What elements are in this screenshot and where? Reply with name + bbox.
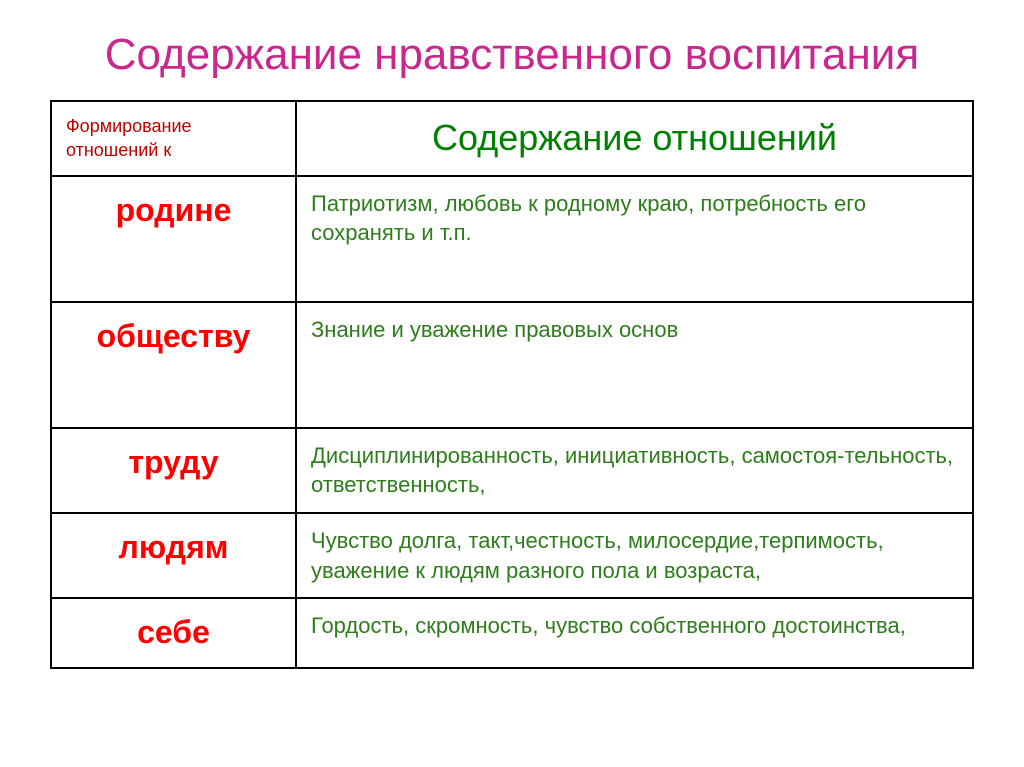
description-cell: Патриотизм, любовь к родному краю, потре… (296, 176, 973, 302)
description-cell: Дисциплинированность, инициативность, са… (296, 428, 973, 513)
table-row: труду Дисциплинированность, инициативнос… (51, 428, 973, 513)
category-cell: родине (51, 176, 296, 302)
header-left-cell: Формирование отношений к (51, 101, 296, 176)
category-cell: людям (51, 513, 296, 598)
header-right-cell: Содержание отношений (296, 101, 973, 176)
description-cell: Гордость, скромность, чувство собственно… (296, 598, 973, 667)
table-row: себе Гордость, скромность, чувство собст… (51, 598, 973, 667)
slide-title: Содержание нравственного воспитания (50, 30, 974, 80)
category-cell: себе (51, 598, 296, 667)
table-row: родине Патриотизм, любовь к родному краю… (51, 176, 973, 302)
category-cell: труду (51, 428, 296, 513)
description-cell: Чувство долга, такт,честность, милосерди… (296, 513, 973, 598)
table-row: людям Чувство долга, такт,честность, мил… (51, 513, 973, 598)
slide-container: Содержание нравственного воспитания Форм… (0, 0, 1024, 699)
category-cell: обществу (51, 302, 296, 428)
content-table: Формирование отношений к Содержание отно… (50, 100, 974, 669)
table-header-row: Формирование отношений к Содержание отно… (51, 101, 973, 176)
description-cell: Знание и уважение правовых основ (296, 302, 973, 428)
table-row: обществу Знание и уважение правовых осно… (51, 302, 973, 428)
